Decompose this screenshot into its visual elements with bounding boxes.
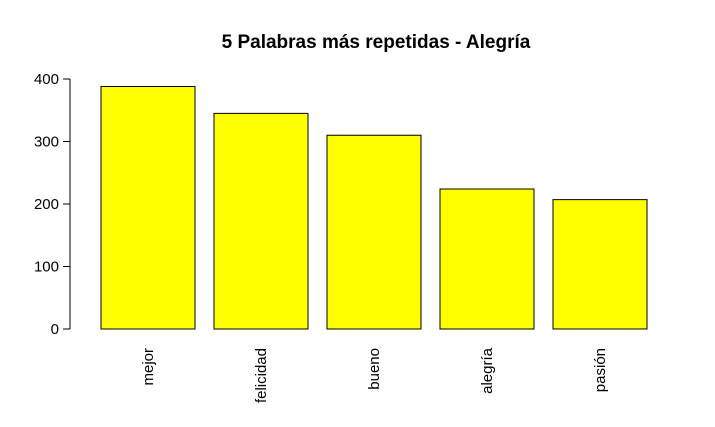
y-tick-label: 200 xyxy=(34,196,59,213)
y-axis: 0 100 200 300 400 xyxy=(34,71,71,338)
category-label: pasión xyxy=(592,348,609,392)
chart-title: 5 Palabras más repetidas - Alegría xyxy=(222,32,531,53)
bar-4 xyxy=(552,199,648,330)
bar-0 xyxy=(100,86,196,330)
bars xyxy=(100,86,648,330)
y-tick-label: 300 xyxy=(34,134,59,151)
y-tick-label: 0 xyxy=(51,321,59,338)
category-label: bueno xyxy=(366,348,383,390)
y-tick-label: 100 xyxy=(34,259,59,276)
bar-2 xyxy=(326,134,422,330)
category-label: mejor xyxy=(140,348,157,386)
bar-1 xyxy=(213,112,309,330)
category-labels: mejor felicidad bueno alegría pasión xyxy=(140,347,609,403)
category-label: felicidad xyxy=(253,348,270,403)
y-tick-label: 400 xyxy=(34,71,59,88)
bar-3 xyxy=(439,188,535,330)
category-label: alegría xyxy=(479,347,496,394)
